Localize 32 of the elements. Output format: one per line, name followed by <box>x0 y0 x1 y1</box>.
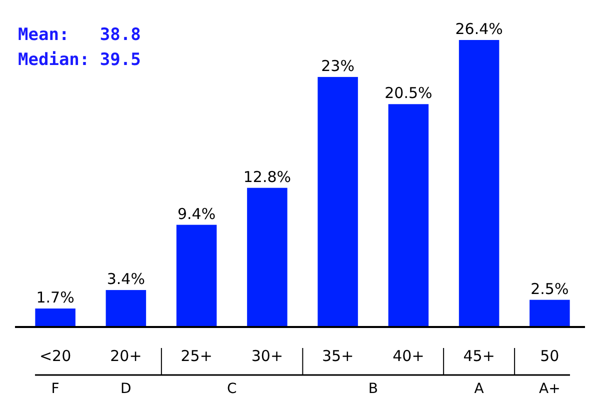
bar <box>247 188 288 327</box>
data-label: 20.5% <box>384 84 432 102</box>
text: F <box>51 381 60 397</box>
bar <box>106 290 146 327</box>
x-tick-label: 40+ <box>392 347 424 365</box>
text: B <box>368 381 378 397</box>
data-label: 23% <box>321 56 354 75</box>
x-tick-label: 25+ <box>180 347 212 365</box>
text: D <box>120 381 132 397</box>
data-label: 1.7% <box>36 288 74 307</box>
bar <box>35 308 76 327</box>
data-label: 26.4% <box>455 20 503 38</box>
data-label: 9.4% <box>178 204 216 223</box>
x-tick-label: 30+ <box>251 347 284 365</box>
bar <box>176 224 217 327</box>
text: A <box>474 381 484 397</box>
data-label: 2.5% <box>530 280 569 298</box>
bar <box>388 104 429 327</box>
x-tick-label: 20+ <box>110 347 142 365</box>
x-tick-label: 35+ <box>322 347 354 365</box>
data-label: 3.4% <box>106 270 145 288</box>
data-label: 12.8% <box>243 168 292 186</box>
bar <box>318 76 358 327</box>
bar <box>530 300 570 327</box>
x-tick-label: 50 <box>540 347 560 365</box>
bar <box>458 40 500 327</box>
annotation: Median: 39.5 <box>18 50 141 70</box>
text: A+ <box>539 381 560 397</box>
text: C <box>226 381 237 397</box>
annotation: Mean: 38.8 <box>18 25 141 45</box>
x-tick-label: 45+ <box>463 347 495 365</box>
x-tick-label: <20 <box>39 347 72 365</box>
